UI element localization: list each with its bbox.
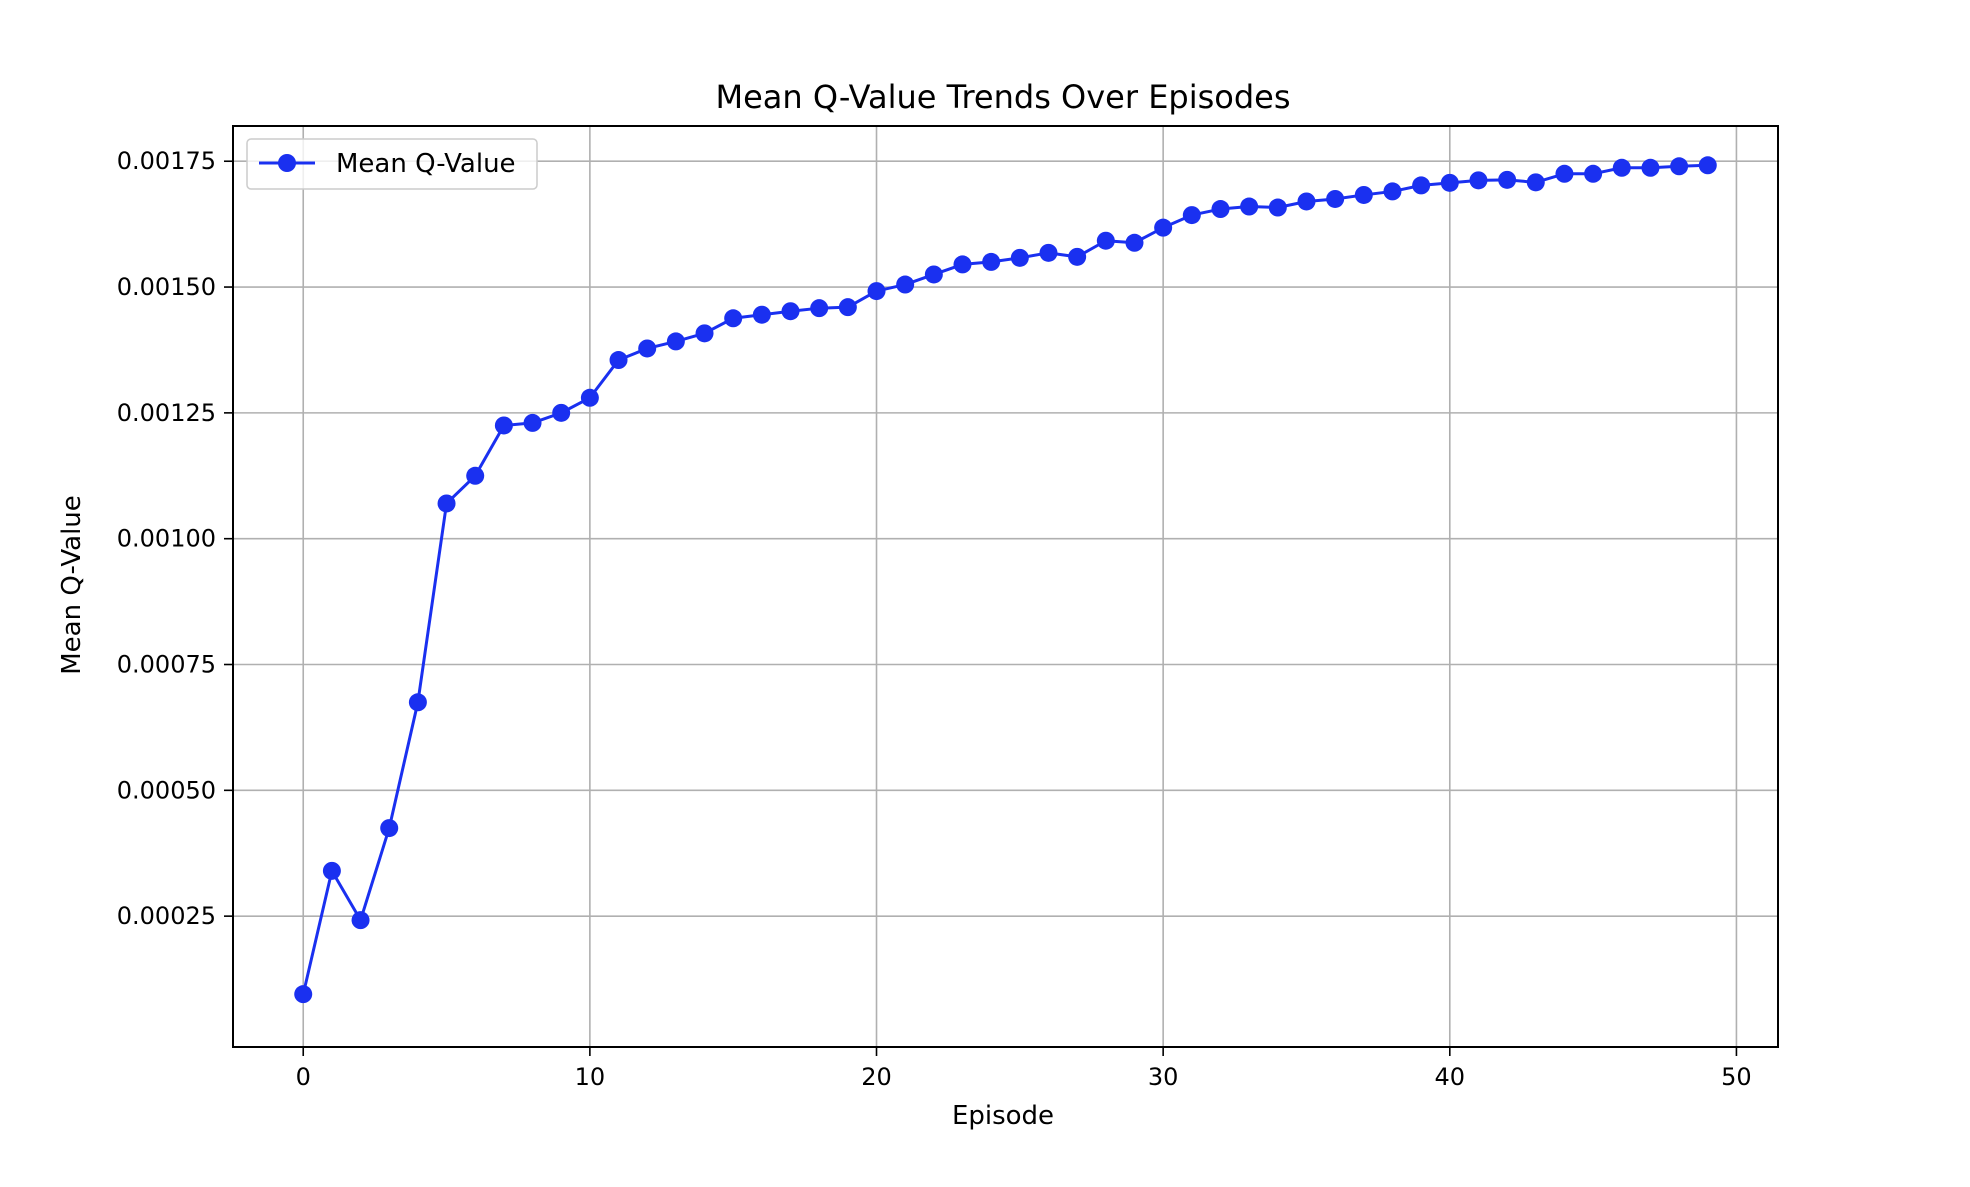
data-point bbox=[408, 693, 427, 712]
data-point bbox=[1670, 157, 1689, 176]
data-point bbox=[1526, 173, 1545, 192]
data-point bbox=[1469, 171, 1488, 190]
data-point bbox=[1641, 158, 1660, 177]
data-point bbox=[724, 309, 743, 328]
x-tick-label: 50 bbox=[1721, 1063, 1752, 1091]
plot-frame bbox=[232, 125, 1779, 1048]
x-tick-label: 20 bbox=[861, 1063, 892, 1091]
data-point bbox=[1326, 189, 1345, 208]
data-point bbox=[1010, 248, 1029, 267]
data-point bbox=[1584, 164, 1603, 183]
data-point bbox=[1383, 182, 1402, 201]
data-point bbox=[523, 413, 542, 432]
data-point bbox=[1555, 164, 1574, 183]
legend: Mean Q-Value bbox=[246, 138, 538, 190]
data-point bbox=[1096, 231, 1115, 250]
x-tick-label: 10 bbox=[575, 1063, 606, 1091]
data-point bbox=[666, 332, 685, 351]
data-point bbox=[351, 911, 370, 930]
data-point bbox=[953, 255, 972, 274]
data-point bbox=[494, 416, 513, 435]
y-tick-label: 0.00125 bbox=[117, 399, 216, 427]
data-point bbox=[580, 388, 599, 407]
data-point bbox=[1182, 206, 1201, 225]
data-point bbox=[896, 275, 915, 294]
legend-marker-swatch bbox=[278, 154, 296, 172]
plot-area bbox=[294, 156, 1717, 1004]
data-point bbox=[1268, 198, 1287, 217]
data-point bbox=[810, 299, 829, 318]
data-point bbox=[1498, 170, 1517, 189]
axes-ticks: 0 10 20 30 40 50 0.00025 0.00050 0.00075 0.00100 0… bbox=[117, 147, 1752, 1091]
y-tick-label: 0.00150 bbox=[117, 273, 216, 301]
data-point bbox=[1039, 243, 1058, 262]
data-point bbox=[609, 351, 628, 370]
data-point bbox=[638, 339, 657, 358]
data-point bbox=[1211, 200, 1230, 219]
data-point bbox=[294, 985, 313, 1004]
data-point bbox=[437, 494, 456, 513]
data-point bbox=[1154, 218, 1173, 237]
y-tick-label: 0.00100 bbox=[117, 525, 216, 553]
y-axis-label: Mean Q-Value bbox=[57, 495, 87, 675]
y-tick-label: 0.00175 bbox=[117, 147, 216, 175]
data-point bbox=[322, 861, 341, 880]
legend-label: Mean Q-Value bbox=[336, 149, 516, 179]
data-point bbox=[1412, 176, 1431, 195]
x-tick-label: 40 bbox=[1435, 1063, 1466, 1091]
y-tick-label: 0.00075 bbox=[117, 651, 216, 679]
x-axis-label: Episode bbox=[952, 1101, 1054, 1131]
data-point bbox=[466, 466, 485, 485]
data-point bbox=[924, 265, 943, 284]
x-tick-label: 30 bbox=[1148, 1063, 1179, 1091]
data-point bbox=[1612, 158, 1631, 177]
data-point bbox=[1354, 185, 1373, 204]
x-tick-label: 0 bbox=[296, 1063, 311, 1091]
data-point bbox=[1297, 192, 1316, 211]
data-point bbox=[1068, 247, 1087, 266]
grid bbox=[233, 126, 1778, 1047]
y-tick-label: 0.00050 bbox=[117, 776, 216, 804]
data-point bbox=[1125, 233, 1144, 252]
data-point bbox=[838, 298, 857, 317]
data-point bbox=[1440, 173, 1459, 192]
data-point bbox=[1698, 156, 1717, 175]
data-point bbox=[552, 403, 571, 422]
data-point bbox=[867, 282, 886, 301]
data-point bbox=[1240, 197, 1259, 216]
legend-box bbox=[246, 138, 538, 190]
data-point bbox=[752, 305, 771, 324]
chart-title: Mean Q-Value Trends Over Episodes bbox=[715, 78, 1290, 116]
data-point bbox=[982, 252, 1001, 271]
data-point bbox=[695, 324, 714, 343]
data-point bbox=[781, 302, 800, 321]
y-tick-label: 0.00025 bbox=[117, 902, 216, 930]
data-point bbox=[380, 819, 399, 838]
